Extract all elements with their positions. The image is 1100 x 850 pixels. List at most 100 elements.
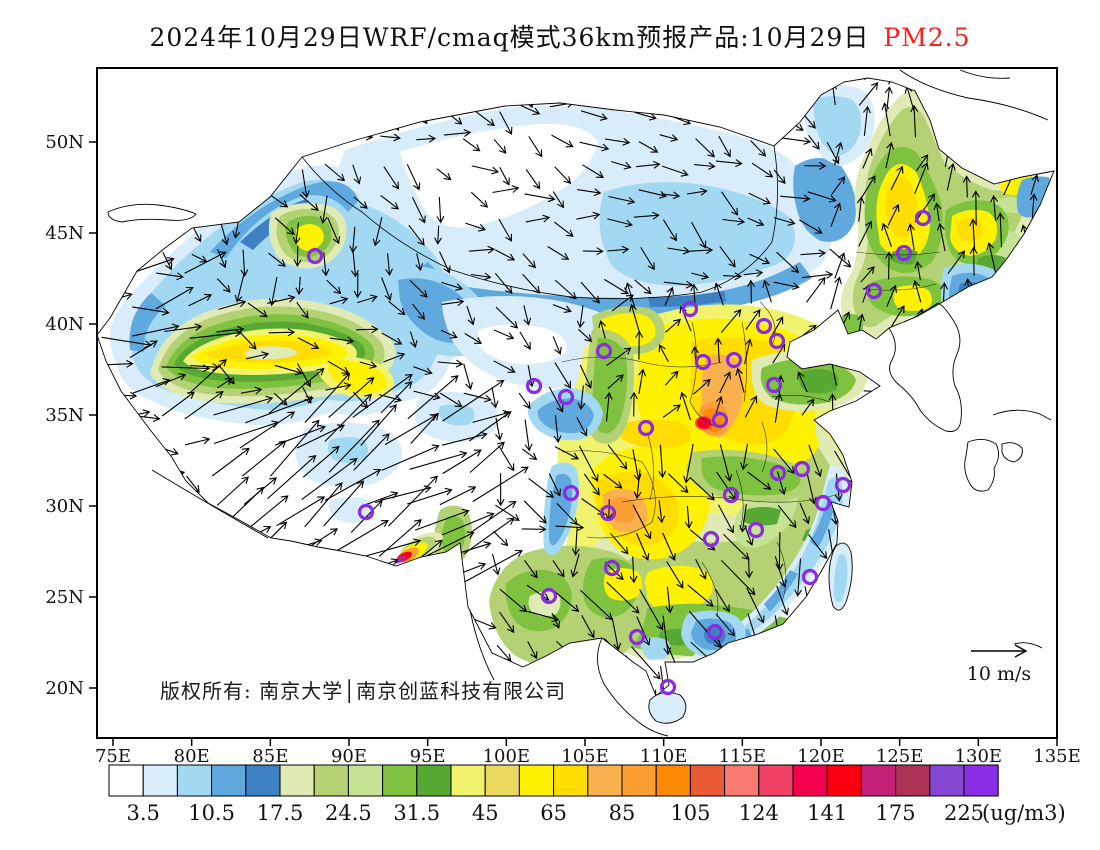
wind-arrow: [304, 617, 323, 626]
wind-arrow: [801, 398, 815, 416]
wind-arrow: [471, 165, 500, 175]
wind-arrow: [416, 134, 437, 143]
wind-arrow: [972, 418, 989, 428]
wind-arrow: [962, 175, 971, 198]
wind-arrow: [1002, 698, 1014, 713]
wind-arrow: [975, 354, 996, 363]
wind-arrow: [519, 331, 531, 350]
wind-arrow: [857, 401, 866, 421]
wind-arrow: [240, 249, 249, 277]
shaded-field: [97, 78, 1054, 696]
wind-arrow: [1024, 244, 1041, 278]
city-marker: [834, 476, 852, 494]
wind-arrow: [103, 640, 115, 667]
wind-arrow: [607, 78, 632, 85]
wind-arrow: [611, 294, 634, 312]
wind-arrow: [499, 166, 510, 186]
wind-arrow: [324, 468, 382, 501]
wind-arrow: [580, 281, 601, 304]
wind-arrow: [350, 499, 383, 533]
wind-arrow: [412, 303, 425, 320]
wind-arrow: [638, 189, 667, 199]
wind-arrow: [372, 216, 383, 247]
wind-arrow: [752, 109, 775, 122]
wind-arrow: [132, 306, 170, 316]
lon-tick-label: 105E: [561, 746, 609, 767]
wind-arrow: [639, 722, 661, 732]
wind-arrow: [883, 473, 902, 484]
city-marker: [793, 460, 811, 478]
wind-arrow: [661, 165, 689, 177]
wind-arrow: [687, 187, 708, 196]
wind-arrow: [353, 433, 390, 471]
wind-arrow: [966, 88, 975, 111]
colorbar-cell: [963, 764, 999, 797]
wind-arrow: [546, 668, 563, 679]
wind-arrow: [608, 195, 636, 205]
wind-arrow: [1029, 419, 1043, 444]
wind-arrow: [744, 524, 754, 547]
wind-arrow: [860, 175, 876, 199]
wind-arrow: [413, 366, 433, 376]
wind-arrow: [715, 613, 736, 637]
wind-arrow: [747, 471, 772, 490]
colorbar-tick-label: 10.5: [188, 801, 235, 825]
wind-arrow: [163, 498, 182, 507]
wind-arrow: [776, 251, 800, 274]
wind-arrow: [995, 364, 1021, 373]
lon-tick-label: 110E: [640, 746, 688, 767]
wind-arrow: [830, 202, 842, 227]
wind-arrow: [269, 84, 283, 107]
wind-arrow: [800, 249, 827, 258]
wind-arrow: [304, 372, 351, 423]
city-marker: [711, 411, 729, 429]
wind-arrow: [607, 218, 633, 228]
city-marker: [914, 209, 932, 227]
wind-arrow: [415, 253, 424, 272]
wind-arrow: [521, 448, 538, 460]
wind-arrow: [571, 526, 580, 556]
wind-arrow: [556, 640, 584, 667]
wind-arrow: [995, 532, 1010, 555]
wind-arrow: [807, 703, 823, 730]
wind-arrow: [156, 702, 171, 717]
wind-arrow: [323, 642, 338, 658]
wind-arrow: [832, 640, 842, 671]
wind-arrow: [464, 333, 483, 344]
wind-arrow: [1029, 662, 1054, 671]
wind-arrow: [105, 81, 116, 100]
wind-arrow: [246, 351, 270, 360]
colorbar-tick-label: 225: [944, 801, 984, 825]
wind-arrow: [751, 162, 774, 178]
wind-arrow: [441, 431, 488, 446]
wind-arrow: [331, 520, 389, 555]
wind-arrow: [745, 557, 753, 579]
city-markers: [306, 209, 932, 696]
wind-arrow: [268, 367, 325, 414]
wind-arrow: [130, 609, 151, 618]
wind-arrow: [634, 111, 657, 121]
colorbar-tick-label: 3.5: [126, 801, 159, 825]
wind-arrow: [527, 641, 538, 660]
wind-arrow: [828, 613, 840, 643]
wind-arrow: [470, 500, 517, 533]
wind-arrow: [826, 141, 840, 165]
wind-arrow: [885, 385, 895, 404]
wind-arrow: [496, 644, 512, 662]
wind-arrow: [327, 723, 348, 734]
wind-arrow: [1030, 529, 1048, 548]
city-marker: [557, 388, 575, 406]
wind-arrow: [633, 469, 642, 499]
wind-arrow: [771, 316, 784, 337]
wind-arrow: [553, 414, 562, 444]
colorbar-tick-label: 24.5: [325, 801, 372, 825]
wind-arrow: [1031, 88, 1053, 116]
wind-arrow: [773, 217, 796, 226]
city-marker: [755, 317, 773, 335]
wind-arrow: [213, 395, 274, 416]
title-main: 2024年10月29日WRF/cmaq模式36km预报产品:10月29日: [149, 23, 869, 52]
wind-arrow: [719, 371, 731, 394]
wind-arrow: [323, 81, 335, 106]
wind-arrow: [1027, 445, 1037, 468]
wind-arrow: [742, 638, 759, 672]
